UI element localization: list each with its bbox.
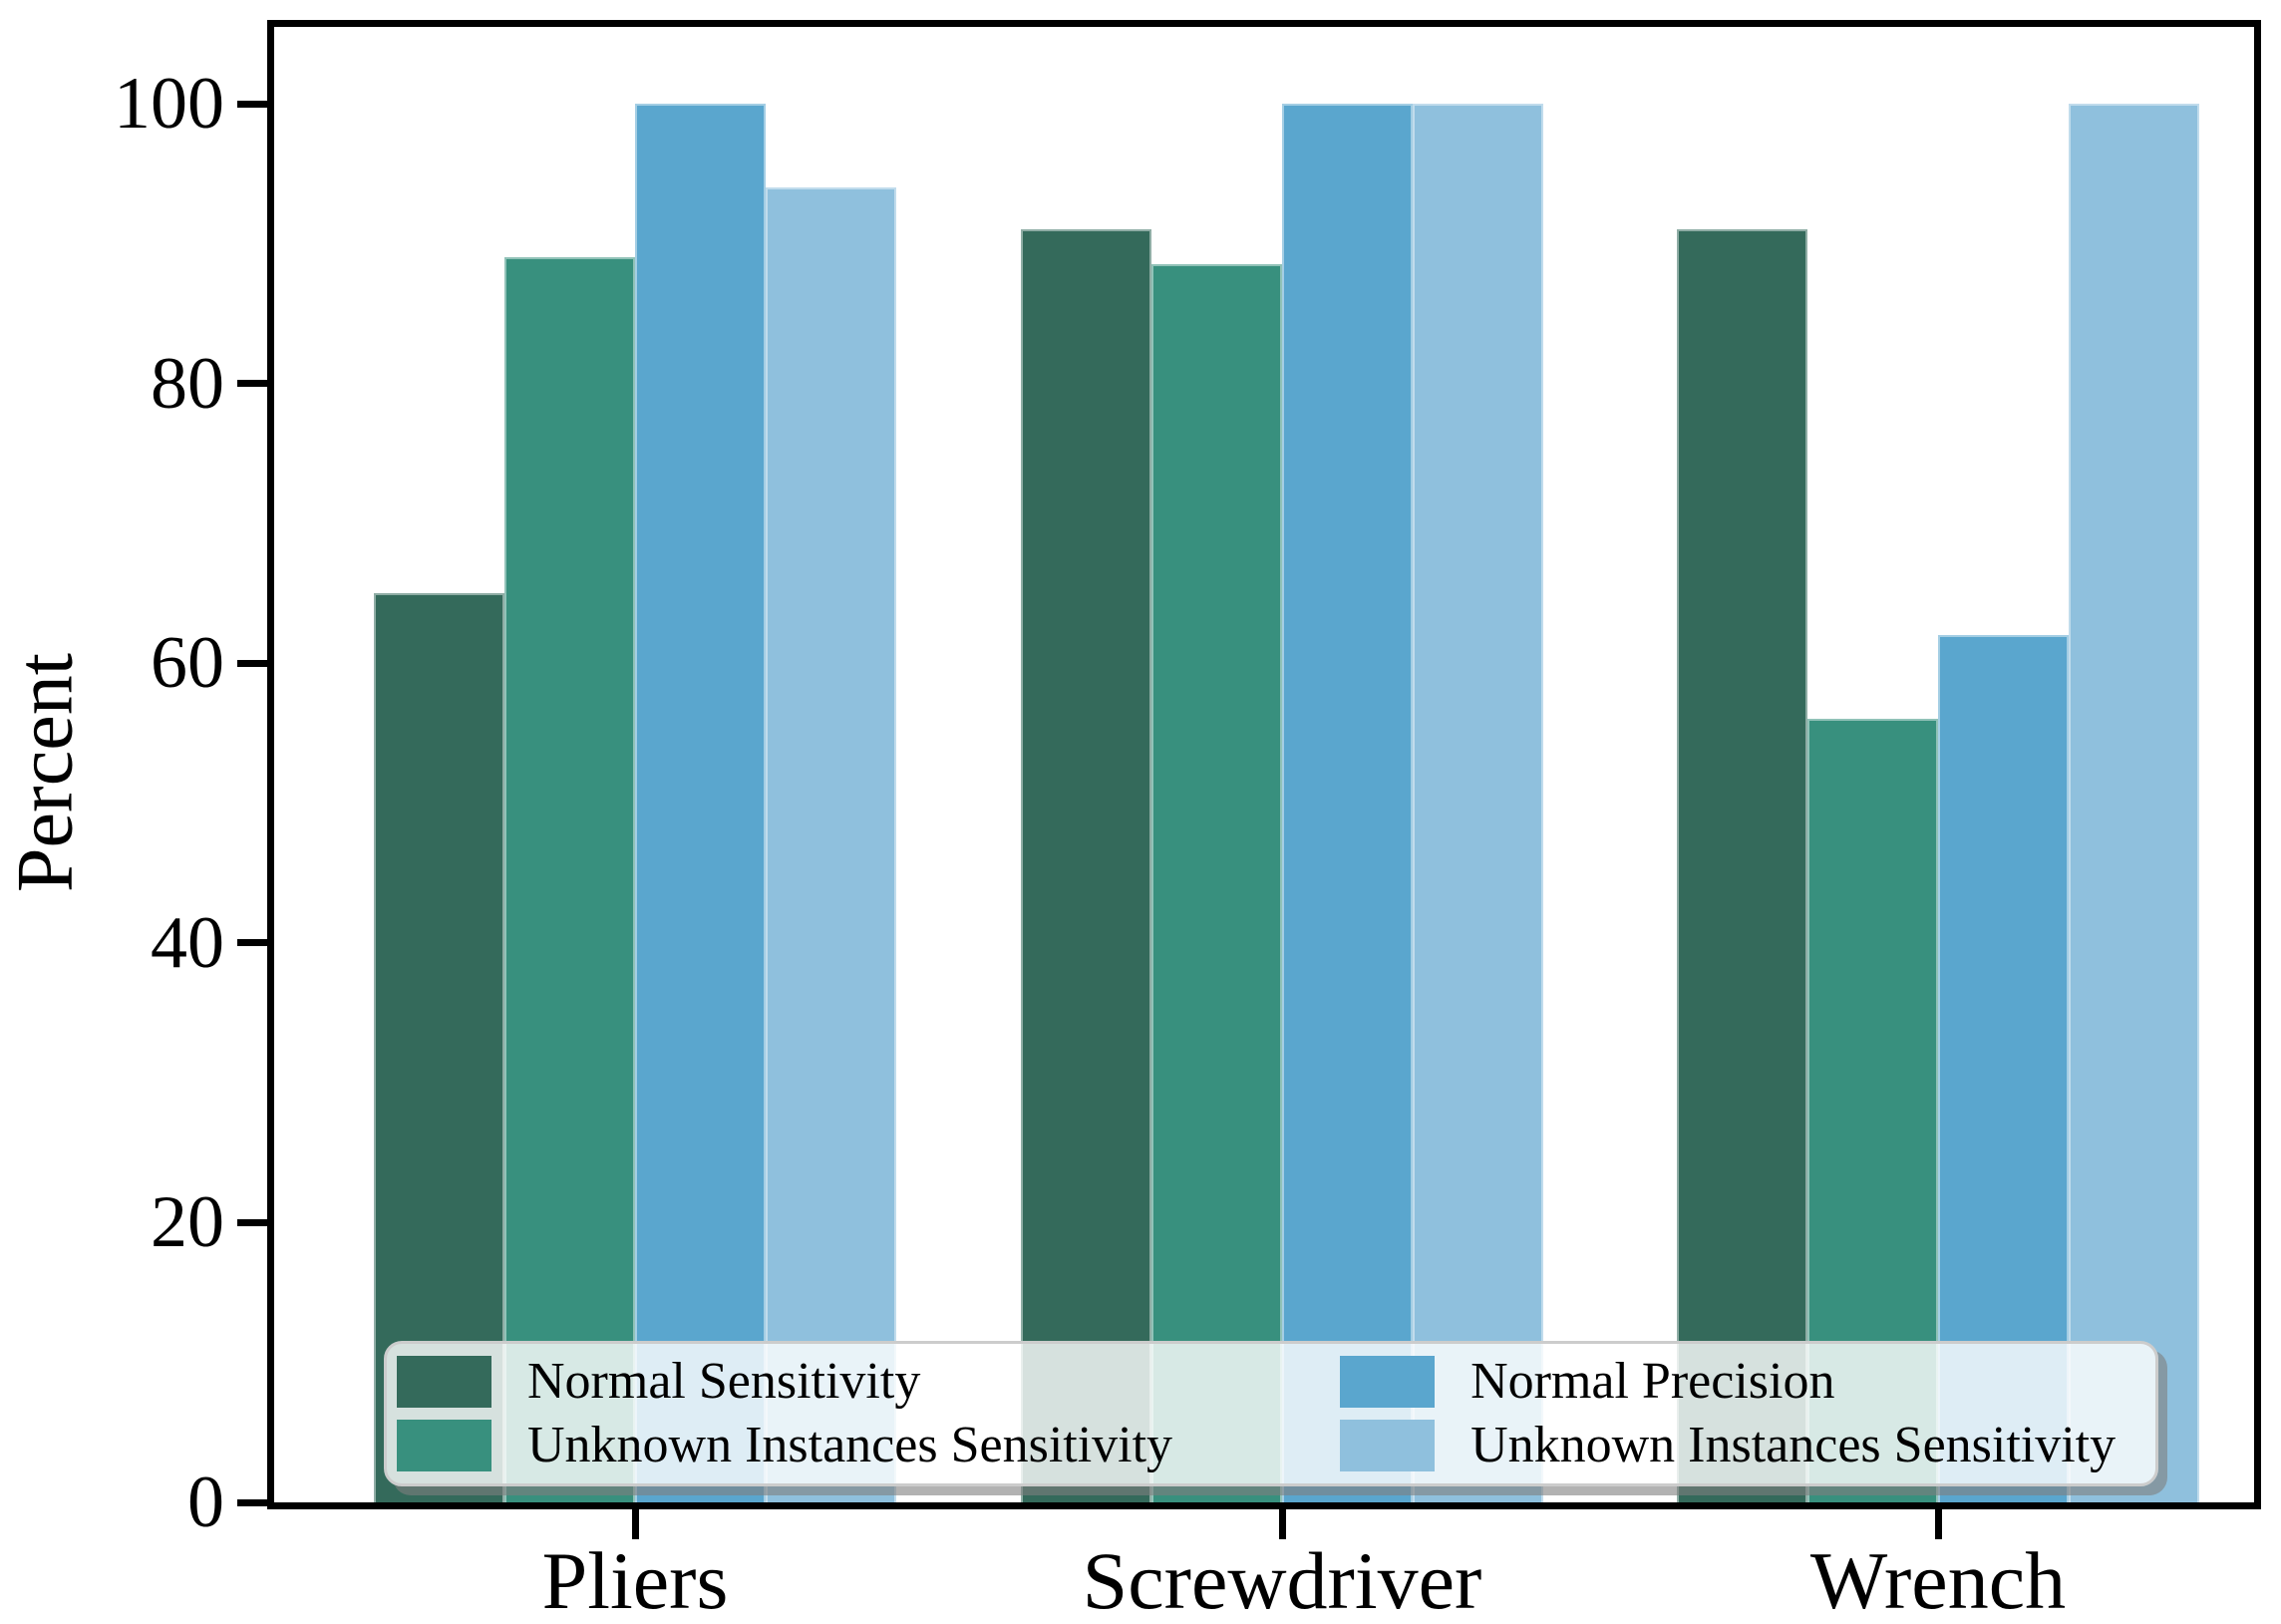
y-tick-label: 80 <box>151 343 224 425</box>
legend: Normal Sensitivity Unknown Instances Sens… <box>384 1341 2158 1486</box>
legend-entry: Normal Sensitivity <box>397 1353 1340 1410</box>
bar <box>1151 264 1282 1502</box>
x-tick-label: Wrench <box>1809 1535 2067 1624</box>
bar <box>1677 229 1807 1502</box>
bar <box>1282 104 1413 1502</box>
bar <box>1021 229 1151 1502</box>
legend-label: Unknown Instances Sensitivity <box>1470 1417 2117 1474</box>
y-tick-label: 60 <box>151 622 224 704</box>
y-tick-label: 40 <box>151 902 224 984</box>
x-tick-mark <box>1278 1509 1286 1539</box>
x-tick-label: Pliers <box>541 1535 729 1624</box>
y-tick-mark <box>237 1219 267 1226</box>
y-tick-mark <box>237 939 267 946</box>
legend-label: Unknown Instances Sensitivity <box>527 1417 1173 1474</box>
y-tick-mark <box>237 1499 267 1506</box>
y-tick-label: 100 <box>114 63 224 145</box>
x-tick-mark <box>1934 1509 1942 1539</box>
legend-swatch <box>397 1356 491 1408</box>
bar <box>1413 104 1543 1502</box>
legend-swatch <box>1340 1420 1436 1471</box>
legend-entry: Unknown Instances Sensitivity <box>397 1417 1340 1473</box>
y-tick-mark <box>237 101 267 108</box>
x-tick-label: Screwdriver <box>1082 1535 1482 1624</box>
bar <box>635 104 766 1502</box>
bar <box>766 187 896 1502</box>
y-tick-label: 0 <box>187 1462 224 1543</box>
y-tick-mark <box>237 660 267 667</box>
legend-entry: Unknown Instances Sensitivity <box>1340 1417 2143 1473</box>
y-tick-mark <box>237 380 267 387</box>
legend-label: Normal Precision <box>1470 1353 1835 1411</box>
bar <box>504 257 635 1502</box>
y-tick-label: 20 <box>151 1181 224 1263</box>
legend-swatch <box>1340 1356 1436 1408</box>
legend-entry: Normal Precision <box>1340 1353 2143 1410</box>
bar <box>2069 104 2199 1502</box>
plot-area <box>267 20 2261 1509</box>
legend-swatch <box>397 1420 491 1471</box>
legend-label: Normal Sensitivity <box>527 1353 921 1411</box>
x-tick-mark <box>631 1509 639 1539</box>
